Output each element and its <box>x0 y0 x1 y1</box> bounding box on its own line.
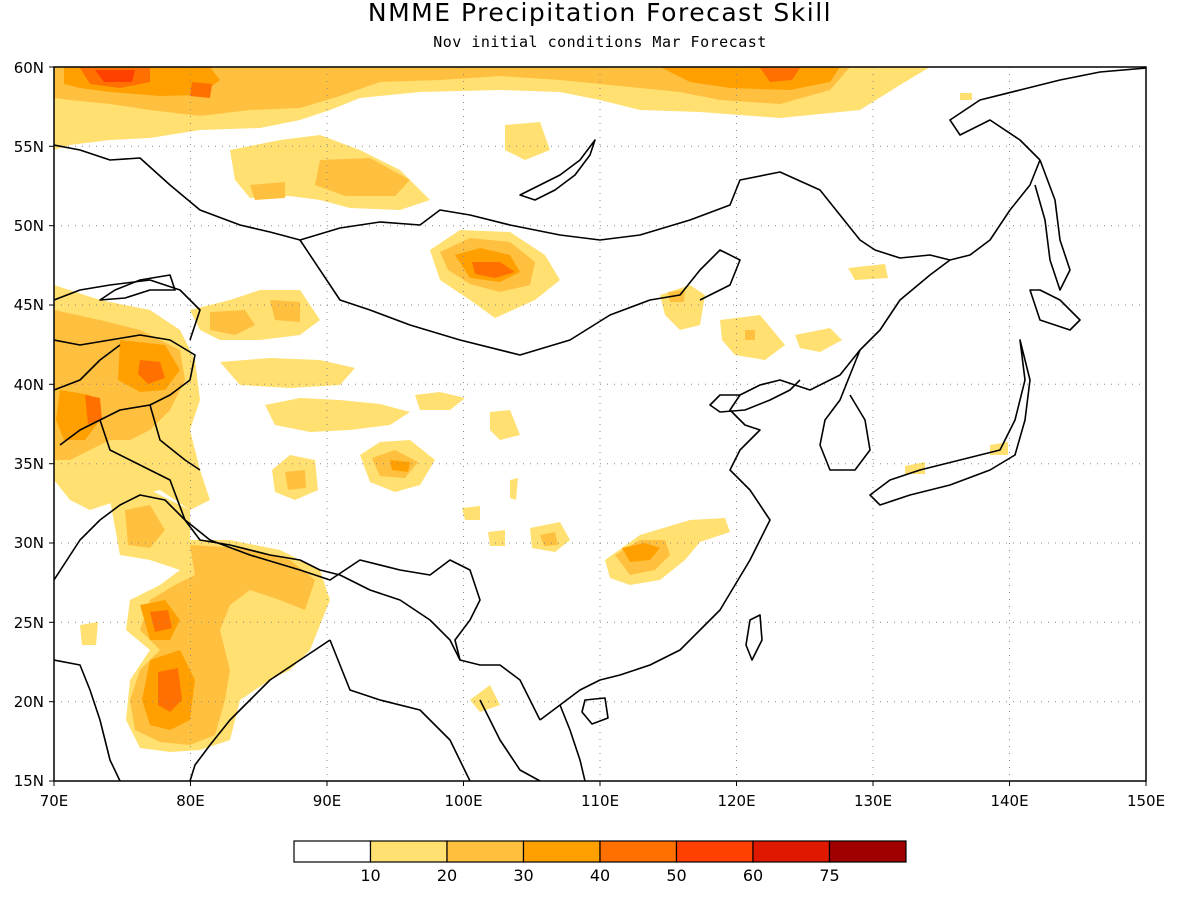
colorbar-swatch <box>828 840 907 863</box>
lat-tick-label: 45N <box>14 296 44 314</box>
lat-tick-label: 60N <box>14 59 44 77</box>
lon-tick-label: 70E <box>40 792 69 810</box>
skill-region <box>138 360 165 384</box>
lon-labels: 70E 80E 90E 100E 110E 120E 130E 140E 150… <box>40 792 1165 810</box>
colorbar-label: 75 <box>819 866 839 885</box>
colorbar-label: 30 <box>513 866 533 885</box>
coastline <box>54 639 331 781</box>
coastline <box>709 379 801 413</box>
coastline <box>581 697 609 725</box>
lon-tick-label: 80E <box>176 792 205 810</box>
coastline <box>745 614 763 661</box>
skill-region <box>622 543 660 562</box>
border-line <box>184 519 481 661</box>
lon-tick-label: 140E <box>990 792 1028 810</box>
skill-region <box>415 392 465 410</box>
colorbar-label: 60 <box>743 866 763 885</box>
skill-region <box>390 460 410 472</box>
skill-region-north <box>95 70 135 82</box>
lon-tick-label: 90E <box>313 792 342 810</box>
axis-ticks <box>49 66 1147 786</box>
skill-region <box>220 358 355 388</box>
coastline <box>329 639 586 781</box>
colorbar-swatch <box>446 840 525 863</box>
colorbar: 10 20 30 40 50 60 75 <box>293 840 907 885</box>
map-title: NMME Precipitation Forecast Skill <box>367 0 833 27</box>
skill-region <box>265 398 410 432</box>
colorbar-label: 20 <box>437 866 457 885</box>
lat-tick-label: 55N <box>14 138 44 156</box>
border-line <box>54 144 1041 261</box>
skill-region <box>250 158 410 200</box>
coastline <box>539 259 951 721</box>
colorbar-swatch <box>522 840 601 863</box>
border-line <box>299 239 741 356</box>
lat-tick-label: 15N <box>14 772 44 790</box>
skill-region <box>285 470 306 490</box>
lat-tick-label: 35N <box>14 455 44 473</box>
skill-region <box>125 505 165 548</box>
lon-tick-label: 130E <box>854 792 892 810</box>
coastline <box>99 274 176 301</box>
colorbar-label: 10 <box>360 866 380 885</box>
skill-region-north <box>54 67 850 116</box>
lon-tick-label: 110E <box>581 792 619 810</box>
colorbar-swatch <box>675 840 754 863</box>
lon-tick-label: 100E <box>444 792 482 810</box>
lon-tick-label: 120E <box>717 792 755 810</box>
border-line <box>54 279 201 341</box>
coastline <box>819 349 871 471</box>
map-subtitle: Nov initial conditions Mar Forecast <box>433 33 767 51</box>
coastline <box>54 494 541 721</box>
skill-region <box>660 264 888 360</box>
coastline <box>869 289 1081 506</box>
skill-region <box>85 395 102 424</box>
graticule <box>54 67 1146 781</box>
skill-contours <box>54 67 1008 752</box>
skill-region <box>472 262 515 278</box>
coastlines-borders <box>54 67 1146 781</box>
lat-tick-label: 30N <box>14 534 44 552</box>
skill-region <box>210 300 300 335</box>
colorbar-label: 50 <box>666 866 686 885</box>
colorbar-swatch <box>599 840 678 863</box>
colorbar-label: 40 <box>590 866 610 885</box>
lat-tick-label: 25N <box>14 614 44 632</box>
colorbar-swatch <box>369 840 448 863</box>
skill-region <box>150 610 182 712</box>
colorbar-swatch <box>752 840 831 863</box>
lat-tick-label: 20N <box>14 693 44 711</box>
skill-region <box>462 410 520 546</box>
skill-region <box>190 290 320 340</box>
skill-region <box>505 122 550 160</box>
lat-tick-label: 40N <box>14 376 44 394</box>
coastline <box>949 67 1146 291</box>
lon-tick-label: 150E <box>1127 792 1165 810</box>
colorbar-swatch <box>293 840 372 863</box>
lat-labels: 15N 20N 25N 30N 35N 40N 45N 50N 55N 60N <box>14 59 44 790</box>
border-line <box>54 334 201 521</box>
lat-tick-label: 50N <box>14 217 44 235</box>
coastline <box>519 139 596 201</box>
